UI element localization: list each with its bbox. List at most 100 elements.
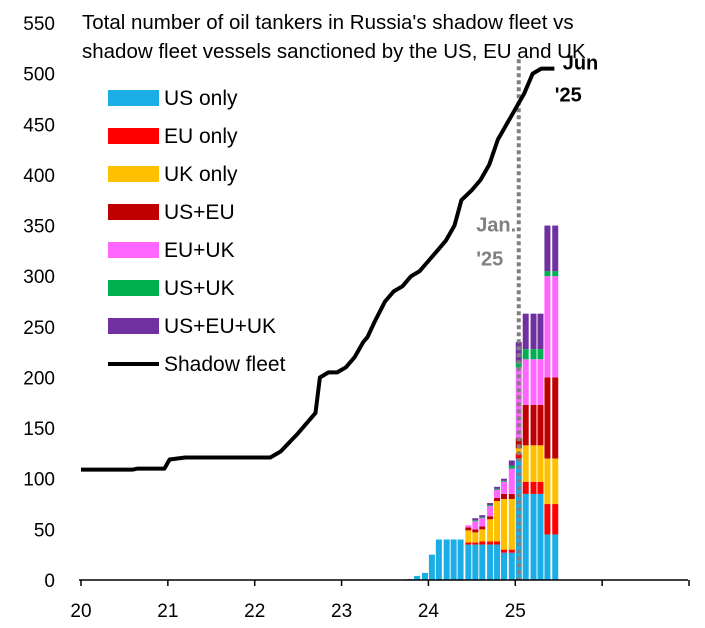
bar-segment-eu-only xyxy=(472,542,479,545)
x-tick-labels: 20 21 22 23 24 25 xyxy=(70,601,525,622)
bar-segment-us-eu xyxy=(552,377,559,459)
y-tick-labels: 0 50 100 150 200 250 300 350 400 450 500 550 xyxy=(23,14,55,592)
legend-swatch-uk-only xyxy=(108,166,159,182)
bar-segment-us-eu xyxy=(508,493,515,499)
annotation-jun-25-line-1: Jun xyxy=(563,53,599,75)
bar-segment-us-uk xyxy=(530,349,537,360)
bar-segment-uk-only xyxy=(537,445,544,482)
bar-segment-uk-only xyxy=(522,445,529,482)
shadow-fleet-line-layer xyxy=(81,66,555,472)
annotation-jan-25-line-2: '25 xyxy=(476,249,503,271)
bar-segment-us-eu-uk xyxy=(487,503,494,506)
bar-segment-us-eu-uk xyxy=(522,313,529,350)
bar-segment-eu-only xyxy=(530,481,537,494)
bar-segment-eu-only xyxy=(515,453,522,459)
bar-segment-us-eu-uk xyxy=(552,225,559,272)
bar-segment-eu-uk xyxy=(494,489,501,498)
bar-segment-us-eu-uk xyxy=(479,515,486,518)
bar-segment-uk-only xyxy=(500,498,507,550)
bar-segment-eu-uk xyxy=(522,359,529,405)
bar-segment-eu-uk xyxy=(500,481,507,494)
legend-swatch-us-eu-uk xyxy=(108,318,159,334)
bar-segment-eu-uk xyxy=(479,518,486,527)
bar-segment-us-eu xyxy=(537,404,544,446)
bar-segment-us-only xyxy=(443,539,450,580)
bar-segment-us-only xyxy=(479,544,486,580)
bar-segment-us-only xyxy=(530,493,537,580)
chart-title-line-1: Total number of oil tankers in Russia's … xyxy=(82,11,574,34)
x-tick-label: 21 xyxy=(157,601,178,622)
bar-segment-us-only xyxy=(472,544,479,580)
bar-segment-us-eu xyxy=(465,527,472,531)
bar-segment-us-eu-uk xyxy=(515,342,522,363)
bar-segment-us-eu-uk xyxy=(544,225,551,272)
legend-label-us-eu: US+EU xyxy=(164,201,235,224)
y-tick-label: 500 xyxy=(23,65,55,86)
bar-segment-us-eu xyxy=(500,493,507,499)
bar-segment-eu-only xyxy=(537,481,544,494)
x-ticks xyxy=(80,580,690,586)
x-tick-label: 24 xyxy=(418,601,440,622)
bar-segment-us-only xyxy=(515,458,522,580)
bar-segment-uk-only xyxy=(472,532,479,543)
bar-segment-uk-only xyxy=(515,448,522,454)
stacked-bars xyxy=(407,225,559,580)
bar-segment-us-eu-uk xyxy=(508,460,515,466)
bar-segment-eu-uk xyxy=(537,359,544,405)
bar-segment-us-only xyxy=(552,534,559,580)
y-tick-label: 350 xyxy=(23,217,55,238)
bar-segment-us-eu-uk xyxy=(500,478,507,481)
annotation-jan-25-line-1: Jan. xyxy=(476,215,516,237)
bar-segment-us-uk xyxy=(522,349,529,360)
bar-segment-us-eu xyxy=(479,526,486,530)
legend-label-eu-uk: EU+UK xyxy=(164,239,235,262)
x-tick-label: 22 xyxy=(244,601,265,622)
bar-segment-us-uk xyxy=(544,271,551,277)
bar-segment-us-eu xyxy=(544,377,551,459)
legend: US only EU only UK only US+EU EU+UK US+UK US+E… xyxy=(108,87,286,376)
bar-segment-uk-only xyxy=(479,529,486,542)
bar-segment-us-only xyxy=(494,544,501,580)
bar-segment-uk-only xyxy=(465,530,472,543)
bar-segment-us-eu-uk xyxy=(530,313,537,350)
bar-segment-eu-only xyxy=(494,541,501,545)
bar-segment-us-eu-uk xyxy=(494,486,501,489)
legend-swatch-us-only xyxy=(108,90,159,106)
bar-segment-us-only xyxy=(537,493,544,580)
x-tick-label: 23 xyxy=(331,601,352,622)
bar-segment-eu-uk xyxy=(530,359,537,405)
bar-segment-us-only xyxy=(421,572,428,580)
bar-segment-eu-uk xyxy=(544,276,551,378)
bar-segment-us-eu-uk xyxy=(537,313,544,350)
bar-segment-us-eu xyxy=(472,529,479,533)
bar-segment-us-eu xyxy=(494,497,501,502)
legend-label-shadow-fleet: Shadow fleet xyxy=(164,353,286,376)
y-tick-label: 300 xyxy=(23,267,55,288)
bar-segment-uk-only xyxy=(552,458,559,505)
legend-label-us-eu-uk: US+EU+UK xyxy=(164,315,276,338)
y-tick-label: 550 xyxy=(23,14,55,35)
bar-segment-eu-only xyxy=(544,504,551,535)
bar-segment-uk-only xyxy=(508,498,515,550)
chart-title-line-2: shadow fleet vessels sanctioned by the U… xyxy=(82,40,586,63)
bar-segment-eu-uk xyxy=(508,468,515,494)
axes xyxy=(79,579,690,586)
bar-segment-us-uk xyxy=(479,517,486,519)
bar-segment-eu-uk xyxy=(552,276,559,378)
bar-segment-eu-only xyxy=(552,504,559,535)
bar-segment-us-eu-uk xyxy=(472,518,479,521)
y-tick-label: 100 xyxy=(23,470,55,491)
bar-segment-uk-only xyxy=(494,501,501,542)
annotation-jun-25-line-2: '25 xyxy=(555,85,582,107)
bar-segment-uk-only xyxy=(487,519,494,542)
bar-segment-eu-only xyxy=(487,541,494,545)
bar-segment-us-eu xyxy=(487,516,494,520)
legend-label-us-uk: US+UK xyxy=(164,277,235,300)
y-tick-label: 450 xyxy=(23,115,55,136)
bar-segment-us-only xyxy=(544,534,551,580)
bar-segment-us-only xyxy=(508,552,515,580)
chart-title: Total number of oil tankers in Russia's … xyxy=(82,11,586,63)
bar-segment-eu-only xyxy=(500,549,507,553)
legend-swatch-us-eu xyxy=(108,204,159,220)
bar-segment-uk-only xyxy=(544,458,551,505)
